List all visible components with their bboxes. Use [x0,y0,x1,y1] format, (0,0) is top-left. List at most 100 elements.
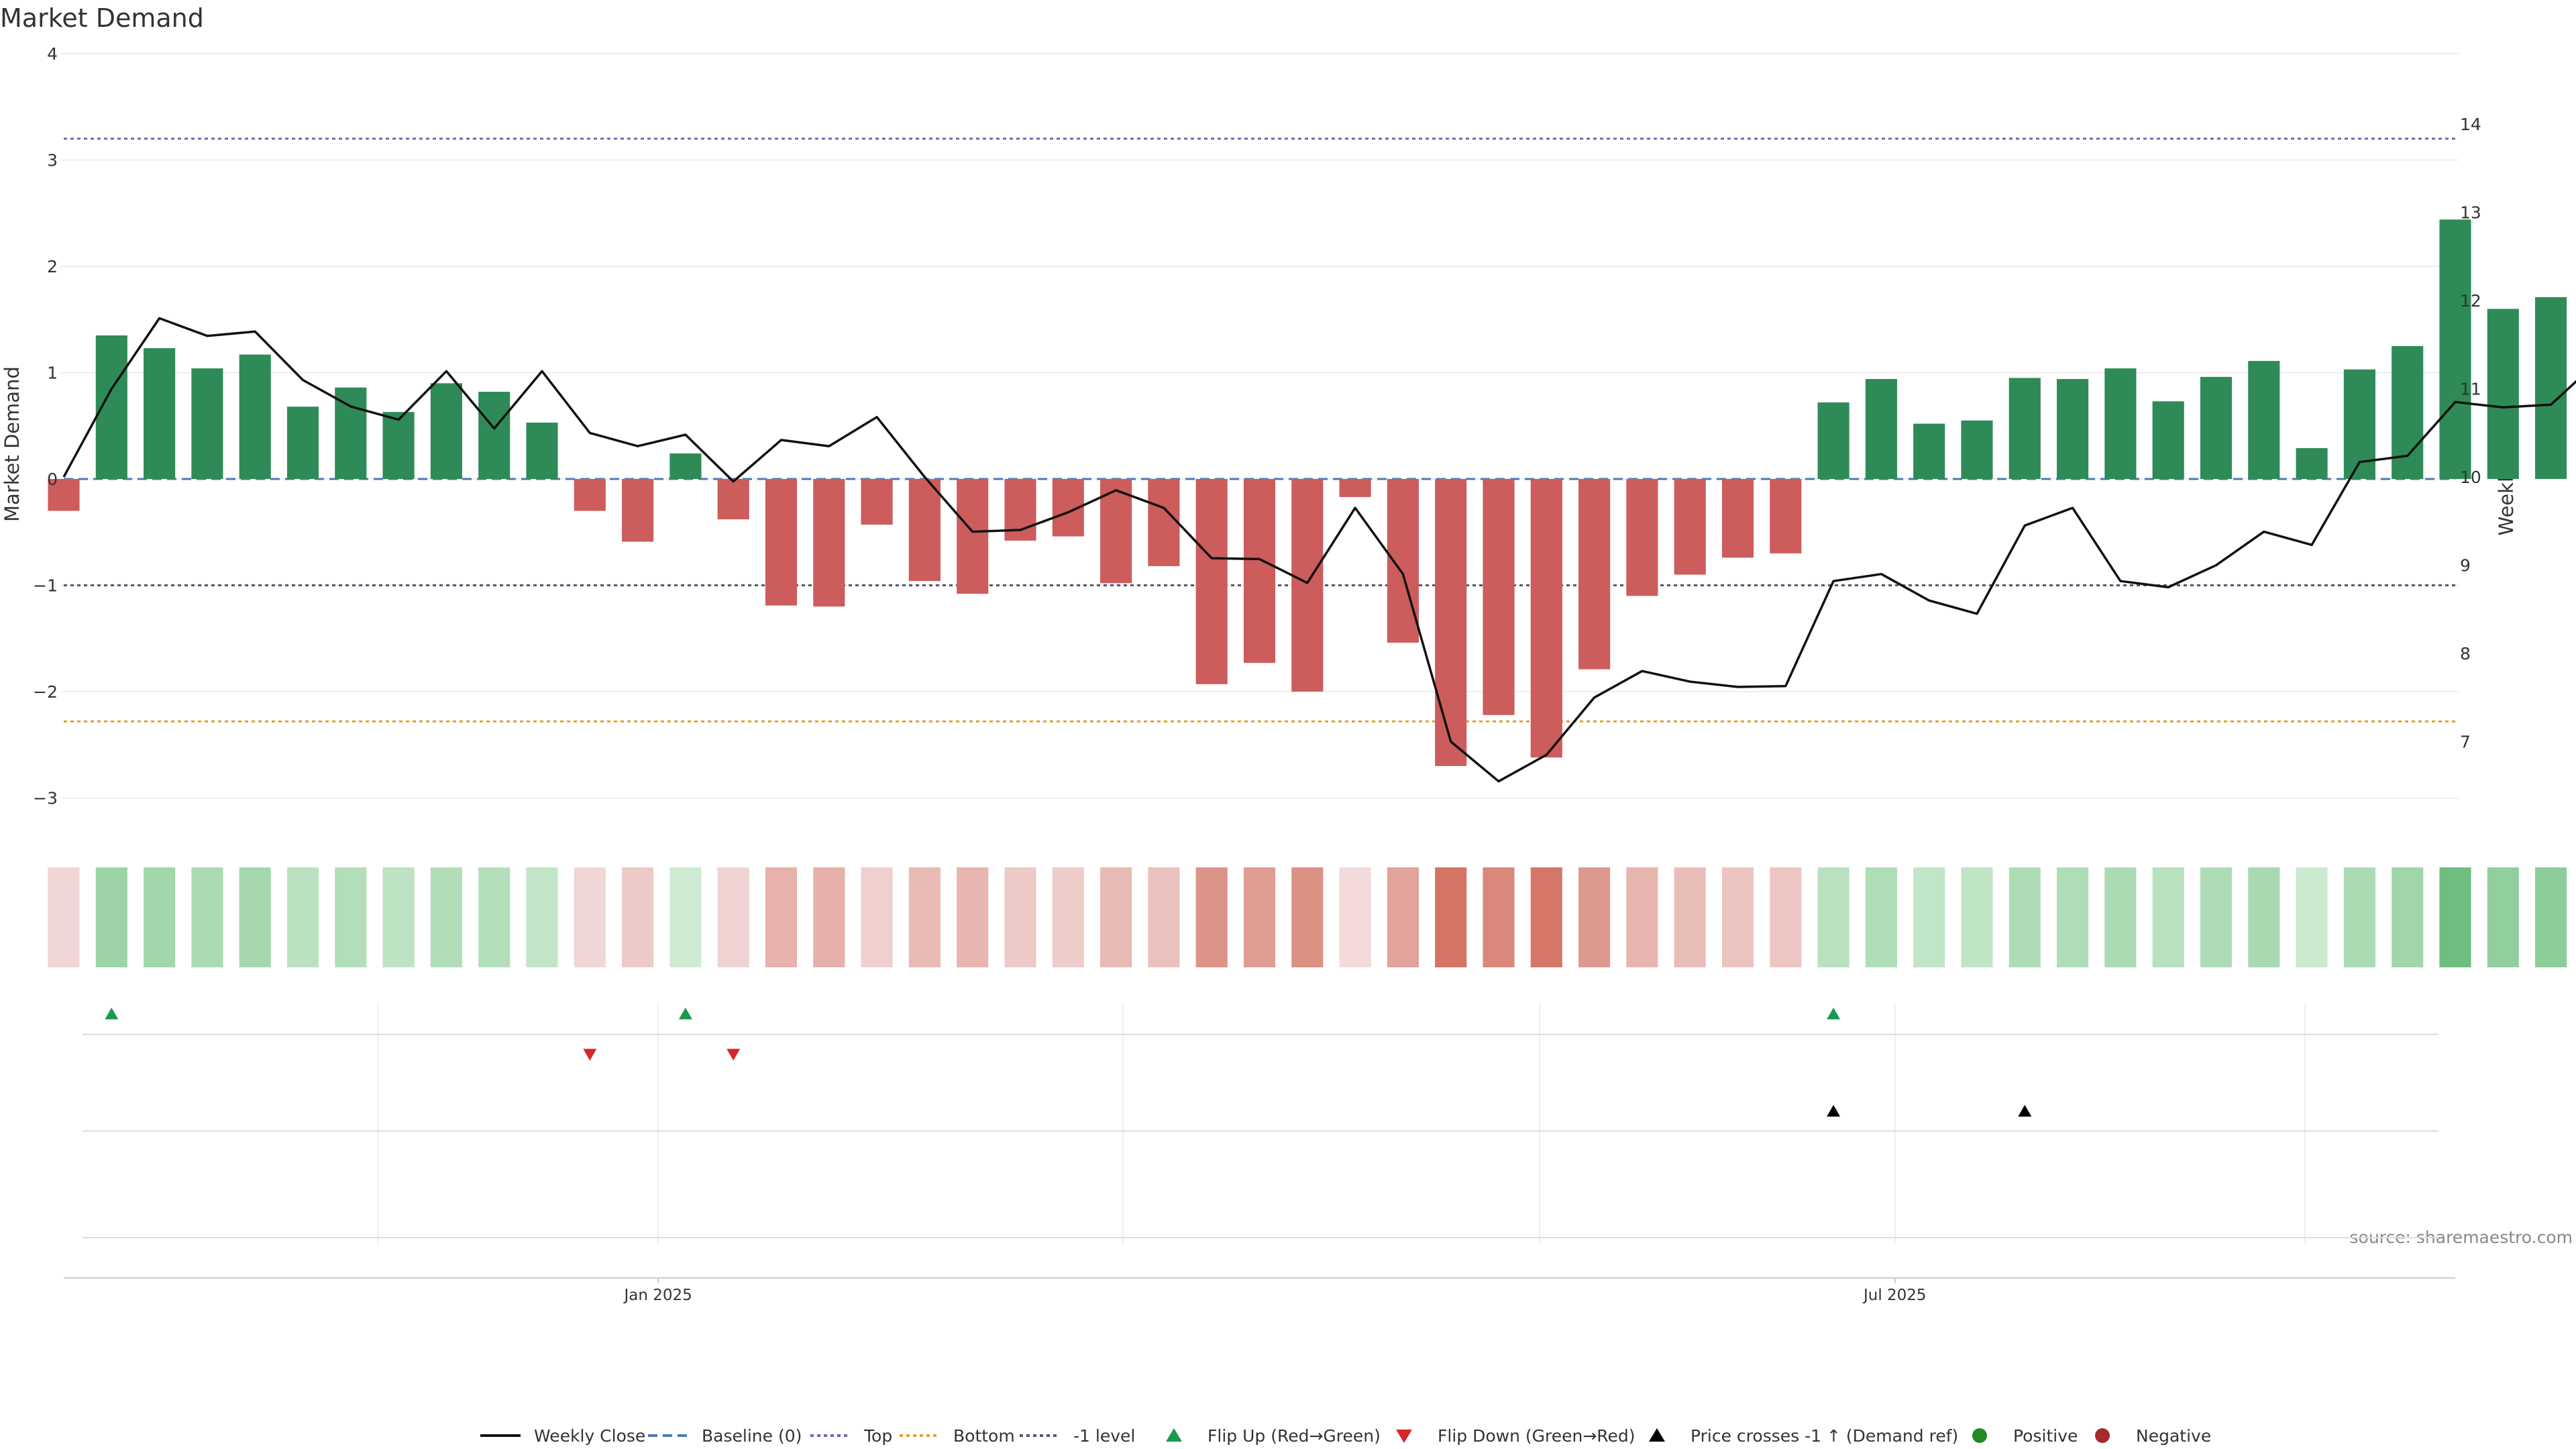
bar [1674,478,1706,575]
heat-cell [908,867,941,967]
flip-up-marker [1827,1008,1841,1020]
y-tick-label: −3 [33,788,58,808]
x-axis: Jan 2025 Jul 2025 [64,1277,2455,1304]
bar [2057,378,2089,479]
heat-cell [2439,867,2471,967]
bar [765,478,798,606]
heat-cell [861,867,893,967]
bar [239,354,271,479]
heat-cell [239,867,271,967]
heat-cell [382,867,415,967]
heat-cell [430,867,462,967]
bar [286,407,319,479]
heat-cell [2008,867,2041,967]
bar [1865,378,1897,479]
bar [335,387,367,479]
flip-up-marker [105,1008,119,1020]
bar [1530,478,1562,758]
y2-tick-label: 14 [2460,115,2481,134]
legend-swatch [1166,1428,1182,1442]
heat-cell [1913,867,1945,967]
heat-cell [1865,867,1897,967]
bar [1961,420,1993,479]
legend-label: Bottom [953,1426,1015,1446]
bar [1435,478,1467,766]
heat-cell [2057,867,2089,967]
legend-label: Positive [2013,1426,2078,1446]
legend-label: Top [863,1426,892,1446]
heat-cell [144,867,176,967]
legend-label: Flip Down (Green→Red) [1438,1426,1635,1446]
heat-cell [1387,867,1419,967]
bar [2200,376,2233,479]
bar [2296,448,2328,479]
y-tick-label: 0 [47,470,58,489]
bar [957,478,989,594]
bar [1770,478,1802,553]
heat-cell [2535,867,2567,967]
heat-cell [574,867,606,967]
chart-title: Market Demand [0,3,204,33]
y2-tick-label: 10 [2460,468,2481,487]
heat-cell [2343,867,2375,967]
legend-swatch [1649,1428,1665,1442]
bar [526,422,558,479]
bar [1913,423,1945,479]
heat-cell [1435,867,1467,967]
heat-cell [1100,867,1132,967]
heat-cell [1674,867,1706,967]
bar [1817,402,1849,479]
bar [1339,478,1371,497]
heat-cell [1483,867,1515,967]
price-cross-marker [1827,1105,1841,1117]
heat-cell [1052,867,1084,967]
heat-cell [622,867,654,967]
heat-cell [1817,867,1849,967]
heat-cell [95,867,127,967]
heat-cell [1195,867,1228,967]
event-markers-panel [83,1008,2438,1238]
y-tick-label: −1 [33,576,58,595]
heat-cell [1721,867,1754,967]
heat-cell [1578,867,1611,967]
heat-cell [1530,867,1562,967]
bar [382,412,415,479]
heat-cell [669,867,702,967]
heat-cell [526,867,558,967]
demand-bars [48,219,2567,766]
bar [1387,478,1419,643]
bar [1578,478,1611,669]
bar [1291,478,1324,692]
y-axis-label: Market Demand [1,366,23,522]
bar [430,383,462,479]
bar [144,348,176,479]
legend: Weekly Close Baseline (0) Top Bottom -1 leve… [480,1426,2211,1446]
legend-swatch [1396,1430,1412,1443]
bar [1626,478,1658,596]
y2-tick-label: 8 [2460,644,2471,663]
flip-down-marker [727,1049,741,1061]
bar [717,478,749,520]
bar [2104,368,2137,479]
y2-tick-label: 13 [2460,203,2481,223]
heat-cell [2392,867,2424,967]
y-tick-label: 4 [47,44,58,64]
heat-cell [2248,867,2280,967]
heat-cell [957,867,989,967]
heat-cell [2296,867,2328,967]
heat-cell [1148,867,1180,967]
heat-cell [1243,867,1276,967]
bar [861,478,893,525]
bar [622,478,654,542]
bar [908,478,941,582]
bar [574,478,606,511]
y2-tick-label: 12 [2460,291,2481,311]
legend-label: -1 level [1073,1426,1135,1446]
y-axis-ticks: −3 −2 −1 0 1 2 3 4 [33,44,58,808]
heat-cell [286,867,319,967]
heat-cell [1004,867,1036,967]
heat-cell [2152,867,2184,967]
heat-cell [1626,867,1658,967]
x-tick-label: Jul 2025 [1862,1287,1927,1304]
